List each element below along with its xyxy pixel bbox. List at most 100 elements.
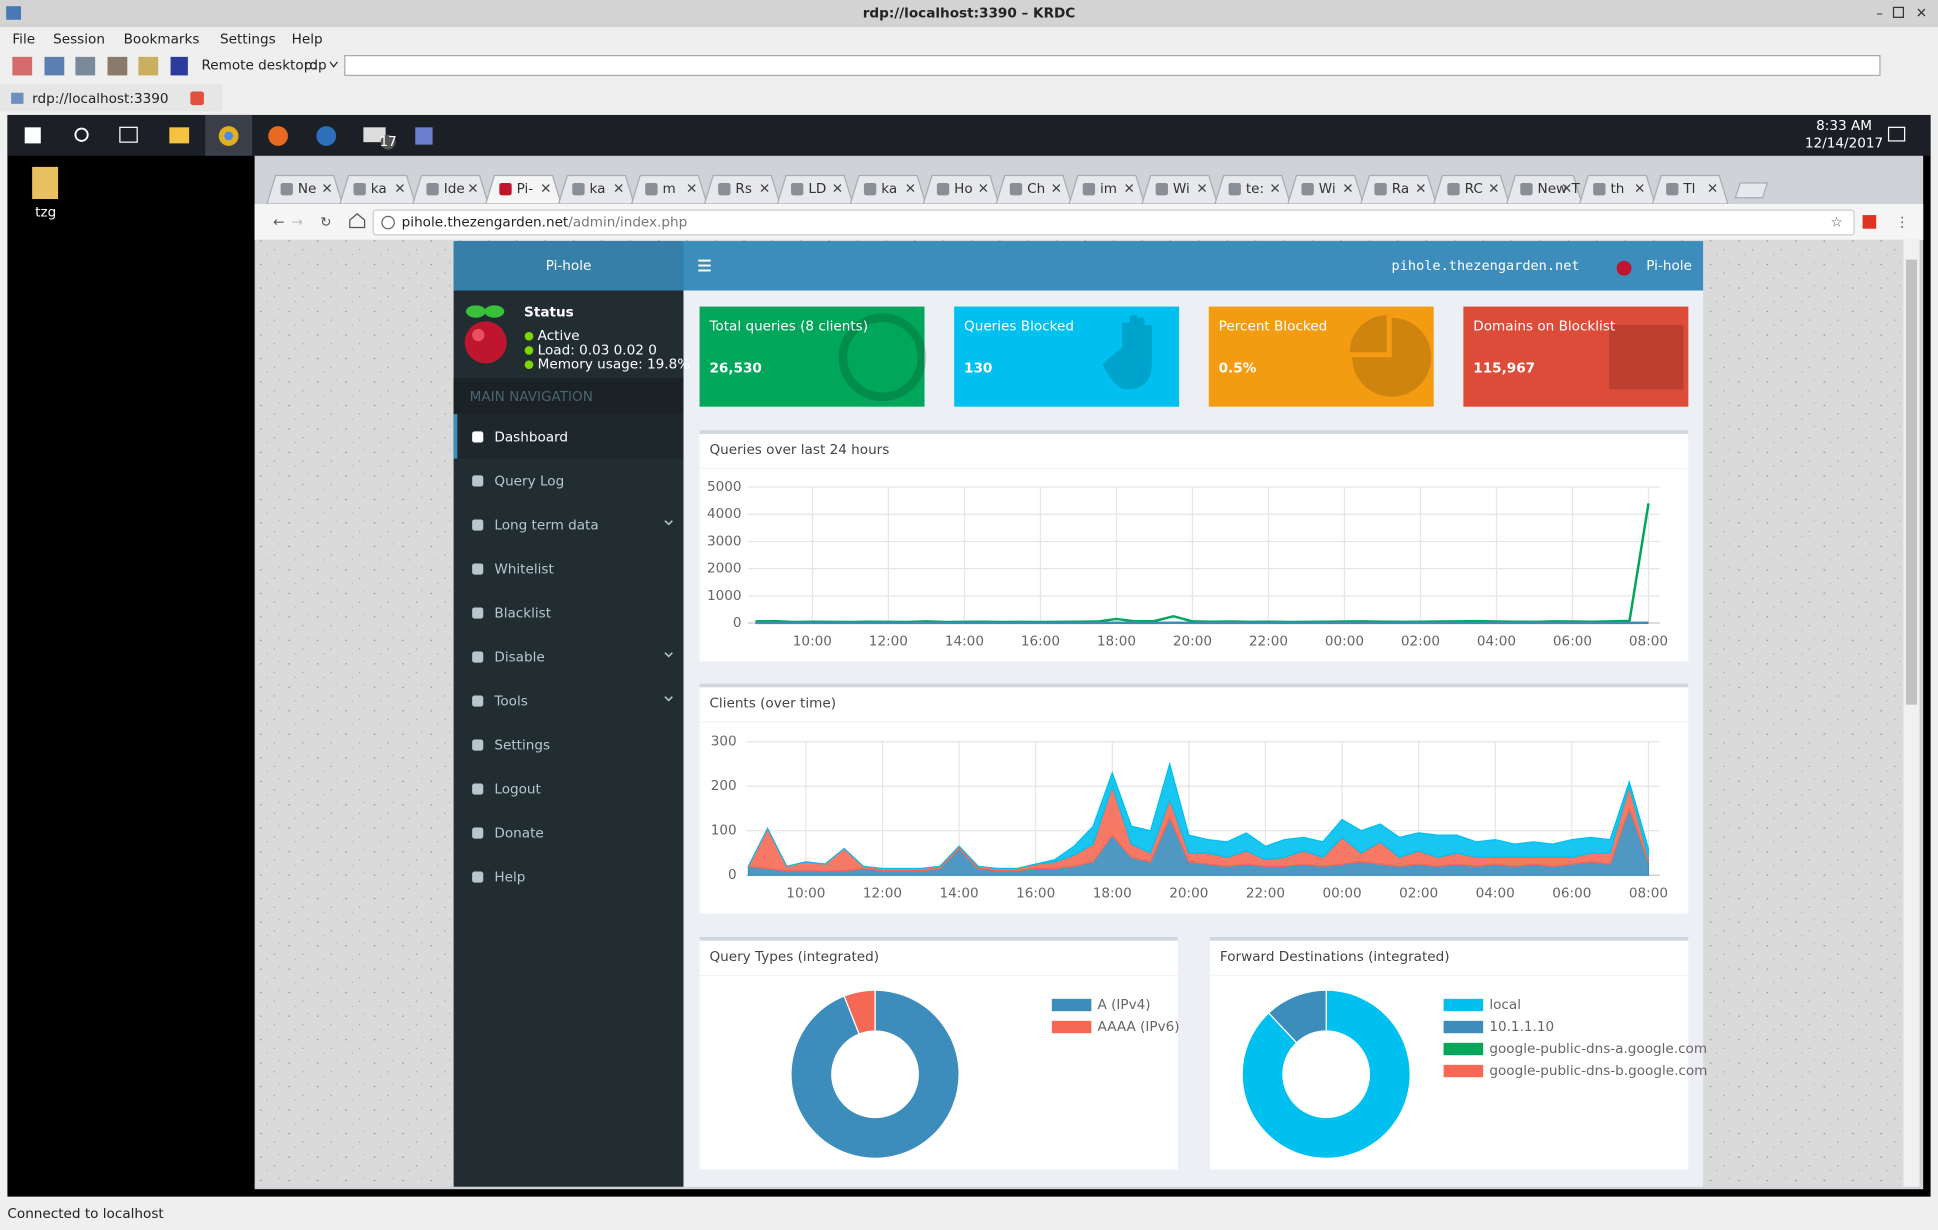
tab-close[interactable]: ✕ [686, 181, 697, 197]
tab-close[interactable]: ✕ [613, 181, 624, 197]
tab-close[interactable]: ✕ [467, 181, 478, 197]
protocol-select[interactable]: rdp [304, 58, 327, 74]
tool-icon[interactable] [138, 56, 159, 76]
mail-icon[interactable] [363, 127, 386, 143]
tab-favicon [1009, 182, 1023, 196]
tab-close[interactable]: ✕ [759, 181, 770, 197]
nav-item[interactable]: Blacklist [472, 606, 551, 622]
tab-close[interactable]: ✕ [1196, 181, 1207, 197]
site-info[interactable] [381, 215, 395, 230]
scroll-thumb[interactable] [1905, 259, 1917, 705]
nav-item[interactable]: Long term data [472, 518, 673, 534]
maximize[interactable] [1892, 6, 1905, 18]
browser-tab[interactable]: Wi ✕ [1287, 174, 1365, 205]
sidebar-toggle[interactable] [698, 259, 711, 272]
browser-tab[interactable]: th ✕ [1578, 174, 1656, 205]
nav-item[interactable]: Query Log [472, 474, 564, 490]
menu-item[interactable]: File [12, 32, 35, 48]
tab-close[interactable]: ✕ [1561, 181, 1572, 197]
tool-icon[interactable] [75, 56, 96, 76]
new-tab-button[interactable] [1734, 182, 1769, 199]
extension[interactable] [1862, 215, 1877, 229]
tab-close[interactable]: ✕ [978, 181, 989, 197]
box-top-border [1210, 937, 1689, 941]
tab-close[interactable]: ✕ [905, 181, 916, 197]
browser-tab[interactable]: Ho ✕ [922, 174, 1000, 205]
reload-button[interactable]: ↻ [320, 215, 331, 231]
search-icon[interactable] [74, 127, 89, 142]
tab-close[interactable] [190, 91, 204, 106]
menu-item[interactable]: Settings [220, 32, 276, 48]
browser-tab[interactable]: RC ✕ [1432, 174, 1510, 205]
bookmark-star[interactable]: ☆ [1831, 215, 1843, 231]
browser-tab[interactable]: New T✕ [1505, 174, 1583, 205]
forward-button[interactable]: → [292, 215, 303, 231]
nav-label: Donate [494, 826, 543, 842]
clock-time: 8:33 AM [1816, 118, 1872, 134]
tab-close[interactable]: ✕ [1342, 181, 1353, 197]
tab-close[interactable]: ✕ [1051, 181, 1062, 197]
browser-tab[interactable]: LD ✕ [776, 174, 854, 205]
address-input[interactable] [344, 55, 1881, 77]
browser-tab[interactable]: ka ✕ [557, 174, 635, 205]
nav-item[interactable]: Dashboard [453, 414, 684, 459]
menu-item[interactable]: Help [292, 32, 323, 48]
browser-tab[interactable]: m ✕ [630, 174, 708, 205]
tab-close[interactable]: ✕ [1123, 181, 1134, 197]
tab-close[interactable]: ✕ [394, 181, 405, 197]
explorer-icon[interactable] [169, 127, 190, 144]
tab-close[interactable]: ✕ [1488, 181, 1499, 197]
browser-tab[interactable]: ka ✕ [339, 174, 417, 205]
start-button[interactable] [24, 127, 41, 144]
browser-tab[interactable]: ka ✕ [849, 174, 927, 205]
nav-item[interactable]: Donate [472, 826, 544, 842]
menu-item[interactable]: Session [53, 32, 105, 48]
tool-icon[interactable] [12, 56, 33, 76]
browser-tab[interactable]: Ne ✕ [266, 174, 344, 205]
tab-close[interactable]: ✕ [832, 181, 843, 197]
notifications[interactable] [1887, 126, 1906, 142]
user-avatar[interactable] [1616, 260, 1632, 276]
nav-item[interactable]: Help [472, 870, 525, 886]
network-app[interactable] [415, 127, 433, 145]
firefox-icon[interactable] [268, 126, 288, 146]
task-view[interactable] [119, 126, 138, 143]
nav-item[interactable]: Settings [472, 738, 550, 754]
thunderbird-icon[interactable] [316, 126, 337, 146]
browser-tab[interactable]: Pi- ✕ [484, 174, 562, 205]
tab-close[interactable]: ✕ [1707, 181, 1718, 197]
menu-item[interactable]: Bookmarks [124, 32, 200, 48]
browser-tab[interactable]: Ide ✕ [411, 174, 490, 205]
minimize[interactable]: – [1876, 6, 1883, 22]
chrome-menu[interactable]: ⋮ [1895, 215, 1909, 231]
url-box[interactable] [372, 209, 1855, 236]
brand[interactable]: Pi-hole [546, 258, 592, 274]
tab-close[interactable]: ✕ [321, 181, 332, 197]
tool-icon[interactable] [107, 56, 128, 76]
tab-close[interactable]: ✕ [540, 181, 551, 197]
browser-tab[interactable]: Tl ✕ [1651, 174, 1729, 205]
desktop-icon[interactable] [32, 166, 59, 200]
tab-close[interactable]: ✕ [1415, 181, 1426, 197]
tool-icon[interactable] [170, 56, 188, 76]
nav-item[interactable]: Logout [472, 782, 541, 798]
session-tab[interactable] [0, 84, 223, 112]
browser-tab[interactable]: Rs ✕ [703, 174, 781, 205]
browser-tab[interactable]: Ra ✕ [1359, 174, 1438, 205]
user-name[interactable]: Pi-hole [1646, 258, 1692, 274]
nav-item[interactable]: Whitelist [472, 562, 554, 578]
browser-tab[interactable]: Wi ✕ [1141, 174, 1219, 205]
browser-tab[interactable]: te: ✕ [1214, 174, 1292, 205]
nav-item[interactable]: Disable [472, 650, 673, 666]
nav-item[interactable]: Tools [472, 694, 673, 710]
back-button[interactable]: ← [273, 215, 284, 231]
tool-icon[interactable] [44, 56, 65, 76]
home-button[interactable] [349, 213, 366, 229]
tab-close[interactable]: ✕ [1634, 181, 1645, 197]
tab-close[interactable]: ✕ [1269, 181, 1280, 197]
browser-tab[interactable]: im ✕ [1068, 174, 1146, 205]
tray-icons[interactable] [1717, 128, 1793, 141]
window-controls[interactable]: – ✕ [1876, 6, 1927, 22]
browser-tab[interactable]: Ch ✕ [995, 174, 1073, 205]
close[interactable]: ✕ [1916, 6, 1927, 22]
